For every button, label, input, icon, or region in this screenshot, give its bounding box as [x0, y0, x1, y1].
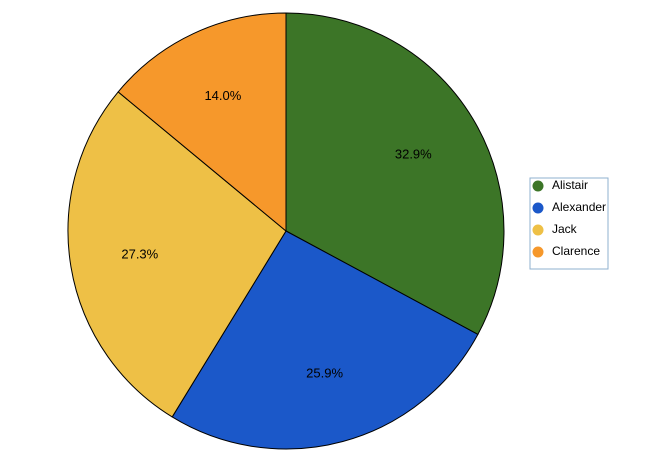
- legend-marker-alexander: [532, 202, 544, 214]
- legend-marker-alistair: [532, 180, 544, 192]
- pie-slices: [67, 12, 505, 450]
- slice-value-label-alistair: 32.9%: [395, 146, 432, 161]
- pie-slice-clarence: [117, 12, 287, 232]
- legend-marker-jack: [532, 224, 544, 236]
- slice-value-label-jack: 27.3%: [121, 247, 158, 262]
- legend-items: Alistair Alexander Jack Clarence: [532, 178, 606, 258]
- legend-marker-clarence: [532, 246, 544, 258]
- pie-slice-jack: [67, 91, 287, 418]
- legend-label-jack: Jack: [552, 222, 578, 236]
- slice-value-label-alexander: 25.9%: [306, 366, 343, 381]
- slice-value-label-clarence: 14.0%: [204, 88, 241, 103]
- pie-slice-alistair: [285, 12, 505, 335]
- legend: Alistair Alexander Jack Clarence: [529, 177, 609, 270]
- pie-slice-labels: 32.9% 25.9% 27.3% 14.0%: [121, 88, 432, 380]
- legend-label-alexander: Alexander: [552, 200, 606, 214]
- legend-label-alistair: Alistair: [552, 178, 588, 192]
- pie-slice-alexander: [171, 230, 479, 450]
- legend-label-clarence: Clarence: [552, 244, 600, 258]
